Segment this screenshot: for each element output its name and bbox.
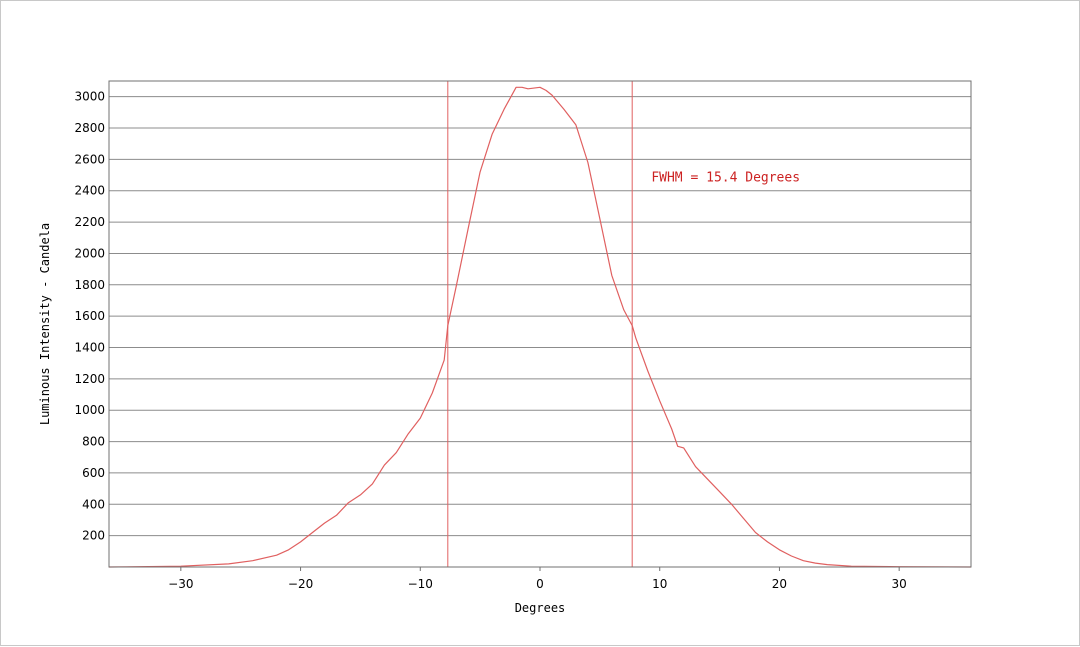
grid-lines (109, 96, 971, 537)
y-tick-label: 1600 (74, 309, 105, 323)
fwhm-lines (447, 81, 633, 567)
y-tick-label: 1200 (74, 372, 105, 386)
x-tick-label: 30 (892, 577, 907, 591)
y-tick-label: 800 (82, 435, 105, 449)
y-tick-label: 600 (82, 466, 105, 480)
x-tick-label: −30 (168, 577, 193, 591)
y-tick-label: 400 (82, 497, 105, 511)
fwhm-annotation: FWHM = 15.4 Degrees (651, 170, 800, 185)
y-tick-label: 1400 (74, 341, 105, 355)
series-layer (108, 86, 972, 568)
y-tick-label: 2600 (74, 152, 105, 166)
y-tick-label: 2000 (74, 246, 105, 260)
y-tick-label: 1000 (74, 403, 105, 417)
y-axis-title: Luminous Intensity - Candela (38, 223, 52, 425)
x-tick-label: 0 (536, 577, 544, 591)
x-tick-label: 10 (652, 577, 667, 591)
x-axis-title: Degrees (515, 601, 566, 615)
series-line (108, 86, 972, 568)
y-tick-label: 3000 (74, 90, 105, 104)
plot-area-border (108, 80, 972, 568)
y-tick-label: 1800 (74, 278, 105, 292)
y-axis: 200 400 600 800 1000 1200 1400 1600 1800 2000 2200… (74, 90, 105, 543)
x-tick-label: −20 (288, 577, 313, 591)
y-tick-label: 200 (82, 529, 105, 543)
y-tick-label: 2800 (74, 121, 105, 135)
y-tick-label: 2400 (74, 184, 105, 198)
x-tick-label: −10 (408, 577, 433, 591)
x-tick-label: 20 (772, 577, 787, 591)
y-tick-label: 2200 (74, 215, 105, 229)
x-axis: −30 −20 −10 0 10 20 30 (168, 567, 907, 591)
